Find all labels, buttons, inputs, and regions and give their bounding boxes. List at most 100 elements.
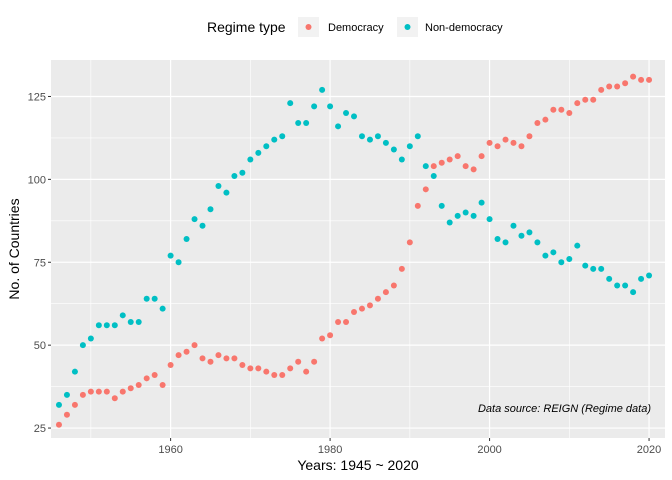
point-non-democracy: [406, 143, 413, 150]
point-democracy: [430, 163, 437, 170]
point-democracy: [478, 153, 485, 160]
point-non-democracy: [351, 113, 358, 120]
point-democracy: [502, 136, 509, 143]
legend-title: Regime type: [207, 19, 286, 35]
point-democracy: [287, 365, 294, 372]
point-non-democracy: [454, 212, 461, 219]
point-non-democracy: [606, 275, 613, 282]
point-non-democracy: [630, 289, 637, 296]
point-non-democracy: [263, 143, 270, 150]
point-democracy: [303, 368, 310, 375]
point-democracy: [382, 289, 389, 296]
point-non-democracy: [55, 401, 62, 408]
point-democracy: [143, 375, 150, 382]
point-non-democracy: [646, 272, 653, 279]
point-democracy: [494, 143, 501, 150]
y-tick-label: 50: [34, 340, 46, 352]
point-democracy: [630, 73, 637, 80]
point-non-democracy: [271, 136, 278, 143]
legend-label-non-democracy: Non-democracy: [425, 22, 503, 34]
point-non-democracy: [159, 305, 166, 312]
point-non-democracy: [526, 229, 533, 236]
point-non-democracy: [183, 236, 190, 243]
point-non-democracy: [231, 173, 238, 180]
point-democracy: [327, 332, 334, 339]
y-axis: 25 50 75 100 125: [28, 91, 51, 435]
point-democracy: [366, 302, 373, 309]
point-non-democracy: [255, 149, 262, 156]
point-non-democracy: [343, 110, 350, 117]
point-democracy: [486, 139, 493, 146]
point-non-democracy: [446, 219, 453, 226]
point-non-democracy: [119, 312, 126, 319]
y-axis-title: No. of Countries: [6, 198, 22, 299]
point-democracy: [255, 365, 262, 372]
point-democracy: [462, 163, 469, 170]
point-democracy: [127, 385, 134, 392]
point-non-democracy: [486, 216, 493, 223]
point-non-democracy: [542, 252, 549, 259]
point-non-democracy: [63, 391, 70, 398]
point-democracy: [422, 186, 429, 193]
point-democracy: [526, 133, 533, 140]
point-non-democracy: [550, 249, 557, 256]
legend-label-democracy: Democracy: [328, 22, 384, 34]
point-democracy: [111, 395, 118, 402]
point-democracy: [398, 265, 405, 272]
point-non-democracy: [590, 265, 597, 272]
point-non-democracy: [598, 265, 605, 272]
grid-minor: [51, 60, 665, 438]
point-democracy: [558, 106, 565, 113]
point-democracy: [582, 96, 589, 103]
point-non-democracy: [319, 86, 326, 93]
point-non-democracy: [151, 295, 158, 302]
point-democracy: [622, 80, 629, 87]
y-tick-label: 100: [28, 174, 46, 186]
point-non-democracy: [247, 156, 254, 163]
point-democracy: [351, 309, 358, 315]
point-democracy: [574, 100, 581, 107]
point-democracy: [215, 352, 222, 359]
point-democracy: [191, 342, 198, 349]
point-non-democracy: [95, 322, 102, 329]
point-non-democracy: [638, 275, 645, 282]
point-democracy: [207, 358, 214, 365]
point-non-democracy: [414, 133, 421, 140]
plot-panel: [51, 60, 665, 438]
point-democracy: [374, 295, 381, 302]
point-democracy: [598, 86, 605, 93]
point-non-democracy: [494, 236, 501, 243]
point-democracy: [470, 166, 477, 173]
point-non-democracy: [207, 206, 214, 213]
point-democracy: [406, 239, 413, 246]
y-tick-label: 25: [34, 423, 46, 435]
point-democracy: [175, 352, 182, 359]
point-democracy: [63, 411, 70, 418]
point-democracy: [454, 153, 461, 160]
point-non-democracy: [239, 169, 246, 176]
point-democracy: [95, 388, 102, 395]
point-non-democracy: [223, 189, 230, 196]
point-non-democracy: [470, 212, 477, 219]
point-democracy: [542, 116, 549, 123]
point-non-democracy: [422, 163, 429, 170]
point-democracy: [606, 83, 613, 90]
point-democracy: [263, 368, 270, 375]
point-non-democracy: [127, 318, 134, 325]
point-democracy: [199, 355, 206, 362]
x-axis: 1960 1980 2000 2020: [158, 438, 661, 456]
point-non-democracy: [303, 120, 310, 126]
point-democracy: [119, 388, 126, 395]
point-non-democracy: [167, 252, 174, 259]
point-democracy: [590, 96, 597, 103]
point-democracy: [319, 335, 326, 342]
point-non-democracy: [358, 133, 365, 140]
point-democracy: [311, 358, 318, 365]
point-democracy: [159, 381, 166, 388]
point-non-democracy: [143, 295, 150, 302]
point-non-democracy: [382, 139, 389, 146]
legend-marker-non-democracy: [404, 24, 411, 30]
point-democracy: [103, 388, 110, 395]
point-democracy: [550, 106, 557, 113]
point-democracy: [79, 391, 86, 398]
